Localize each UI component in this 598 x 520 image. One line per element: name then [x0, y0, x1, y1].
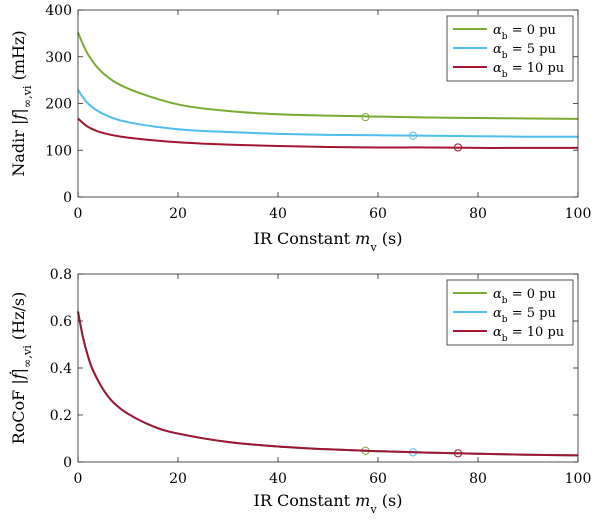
x-tick-label: 60	[369, 206, 387, 222]
series-line-3	[77, 311, 579, 457]
x-tick-label: 40	[269, 471, 287, 487]
y-axis-label-group: RoCoF |ḟ|∞,vi (Hz/s)	[9, 292, 34, 445]
series-line-1	[77, 32, 579, 120]
y-tick-label: 0.6	[50, 314, 72, 330]
y-tick-label: 300	[45, 50, 72, 66]
legend-entry-2: αb = 5 pu	[493, 306, 556, 325]
series-marker-2	[408, 131, 418, 140]
y-axis-label: Nadir |f|∞,vi (mHz)	[9, 30, 34, 176]
y-axis-label-group: Nadir |f|∞,vi (mHz)	[9, 30, 34, 176]
x-tick-label: 0	[74, 206, 83, 222]
x-tick-label: 60	[369, 471, 387, 487]
y-tick-label: 400	[45, 3, 72, 19]
x-tick-label: 80	[469, 206, 487, 222]
x-tick-label: 100	[565, 471, 592, 487]
y-tick-label: 0.8	[50, 267, 72, 283]
series-line-3	[77, 117, 578, 149]
y-tick-label: 0	[63, 455, 72, 471]
x-tick-label: 0	[74, 471, 83, 487]
series-marker-1	[361, 112, 370, 122]
y-tick-label: 200	[45, 97, 72, 113]
series-line-2	[77, 89, 579, 138]
legend-entry-1: αb = 0 pu	[493, 287, 556, 306]
x-axis-label: IR Constant mv (s)	[254, 229, 403, 254]
legend-entry-3: αb = 10 pu	[493, 61, 564, 80]
y-tick-label: 0.4	[50, 361, 72, 377]
x-tick-label: 40	[269, 206, 287, 222]
legend-entry-2: αb = 5 pu	[493, 42, 556, 61]
x-tick-label: 20	[169, 471, 187, 487]
x-tick-label: 80	[469, 471, 487, 487]
legend-entry-1: αb = 0 pu	[493, 23, 556, 42]
series-marker-3	[453, 449, 463, 458]
y-tick-label: 0	[63, 190, 72, 206]
y-axis-label: RoCoF |ḟ|∞,vi (Hz/s)	[9, 292, 34, 445]
x-tick-label: 100	[565, 206, 592, 222]
chart-panel-1: 0 20 40 60 80 100 0 100 200 300 400 IR Constant mv …	[9, 3, 591, 254]
legend-entry-3: αb = 10 pu	[493, 325, 564, 344]
x-axis-label: IR Constant mv (s)	[254, 491, 403, 516]
chart-panel-2: 0 20 40 60 80 100 0 0.2 0.4 0.6 0.8 IR Constant mv …	[9, 267, 591, 516]
y-tick-label: 0.2	[50, 408, 72, 424]
x-tick-label: 20	[169, 206, 187, 222]
series-marker-3	[453, 143, 463, 152]
y-tick-label: 100	[45, 143, 72, 159]
